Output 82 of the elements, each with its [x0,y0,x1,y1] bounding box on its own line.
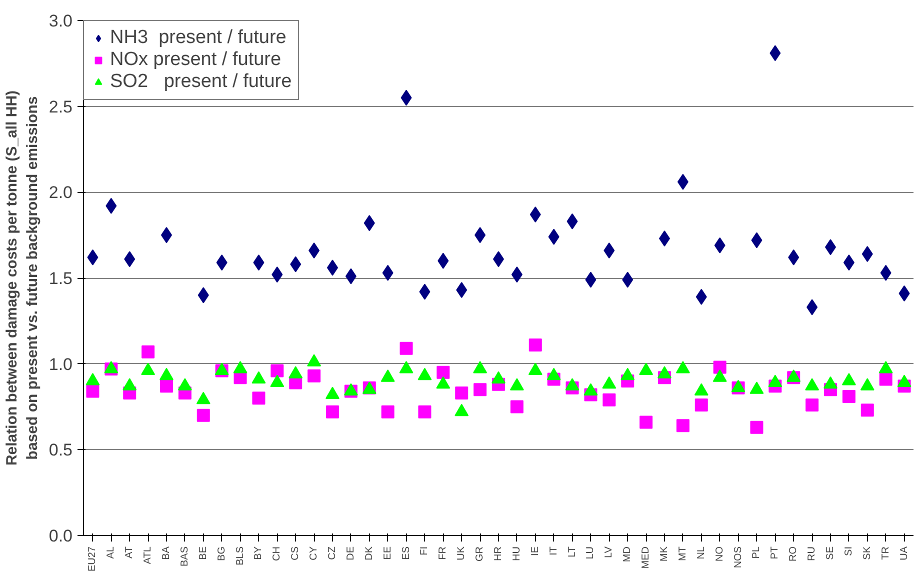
point [381,405,394,418]
x-tick-label: FR [438,546,449,560]
point [86,384,100,398]
point [160,380,173,393]
x-tick-label: NL [696,546,707,560]
x-tick-label: AT [124,546,136,559]
x-tick-label: BA [161,546,172,560]
x-tick-label: CS [290,546,302,560]
point [455,386,468,400]
y-tick-label: 0.5 [48,440,73,460]
y-tick-label: 2.5 [48,97,73,116]
y-tick-label: 1.5 [48,269,73,288]
point [400,342,413,355]
y-tick-label: 1.0 [48,354,73,374]
point [879,372,892,386]
point [252,392,266,405]
x-tick-label: MED [640,546,652,569]
x-tick-label: ES [400,546,412,560]
x-tick-label: SI [843,546,854,556]
x-tick-label: HR [493,546,504,561]
legend-label: NOx present / future [110,49,282,71]
point [308,369,321,382]
x-tick-label: TR [880,546,892,560]
x-tick-label: EU27 [87,546,98,572]
x-tick-label: BY [253,546,264,560]
point [694,398,708,412]
legend-label: SO2 present / future [110,71,292,93]
x-tick-label: AL [106,546,117,559]
x-tick-label: DK [364,546,375,560]
x-tick-label: PL [751,546,762,559]
x-tick-label: UA [898,546,910,560]
x-tick-label: DE [345,546,356,560]
legend-label: NH3 present / future [110,27,286,49]
point [640,416,653,429]
x-tick-label: LV [604,546,615,558]
point [806,398,819,412]
x-tick-label: SK [862,546,873,560]
point [270,364,284,378]
x-tick-label: BG [216,546,228,561]
x-tick-label: CH [272,546,283,561]
x-tick-label: LU [585,546,596,560]
point [528,338,542,352]
point [602,393,616,406]
x-tick-label: GR [474,546,486,562]
x-tick-label: MK [659,546,670,562]
x-tick-label: UK [456,546,468,560]
x-tick-label: NOS [732,546,744,568]
x-tick-label: IT [548,546,560,556]
point [326,405,339,418]
y-tick-label: 2.0 [48,183,73,202]
point [713,360,726,374]
y-axis-title: Relation between damage costs per tonne (S_all HH) based on present vs. future background emissions [3,90,41,466]
x-tick-label: EE [382,546,394,560]
x-tick-label: HU [511,546,522,561]
x-tick-label: BAS [179,546,190,567]
x-tick-label: BE [198,546,209,560]
x-tick-label: PT [770,546,781,560]
x-tick-label: LT [566,546,578,558]
point [474,383,487,396]
point [510,400,524,414]
point [418,405,432,418]
x-tick-label: ATL [142,546,154,564]
point [860,404,874,417]
x-tick-label: IE [530,546,541,556]
x-tick-label: MD [622,546,634,562]
y-tick-label: 3.0 [48,12,73,30]
x-tick-label: BLS [234,546,246,566]
x-tick-label: MT [677,546,688,561]
point [750,420,764,434]
point [196,408,210,422]
y-tick-label: 0.0 [48,526,73,546]
x-tick-label: FI [419,546,430,556]
x-tick-label: CY [308,546,320,560]
x-tick-label: NO [714,546,726,562]
point [436,366,450,379]
x-tick-label: CZ [327,546,338,560]
point [842,390,856,403]
point [142,345,155,358]
point [676,419,690,432]
x-tick-label: RU [806,546,818,561]
x-tick-label: RO [788,546,800,562]
x-tick-label: SE [825,546,836,560]
